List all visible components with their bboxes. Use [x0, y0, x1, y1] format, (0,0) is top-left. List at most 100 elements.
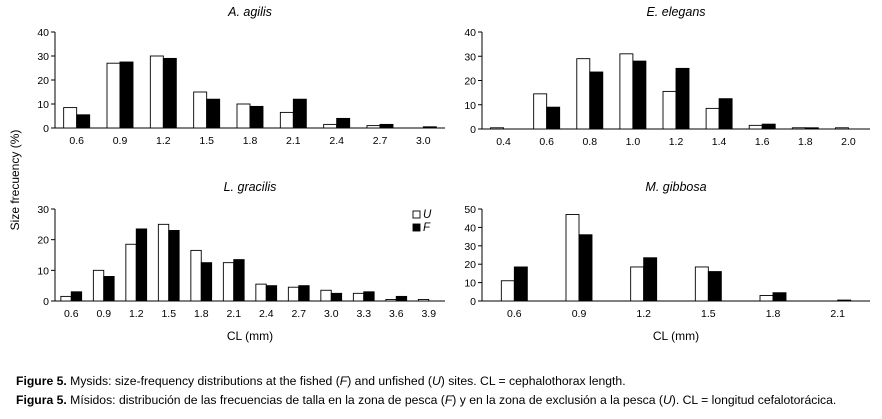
bar-u-2-4 [255, 283, 267, 302]
x-tick-label: 0.6 [69, 135, 84, 147]
bar-f-1-4 [718, 98, 733, 130]
bar-u-0-6 [60, 295, 72, 302]
x-tick-label: 2.4 [329, 135, 344, 147]
y-tick-label: 40 [37, 27, 49, 39]
bar-f-1-5 [707, 271, 722, 302]
chart-panel-4: M. gibbosa 0 10 20 30 40 50 0.6 0.9 1.2 1.5 1.8 2.1 C… [464, 180, 870, 343]
bar-u-1-8 [759, 295, 774, 302]
x-tick-label: 2.1 [830, 308, 845, 320]
caption-english-lead: Figure 5. [16, 374, 67, 388]
x-tick-label: 3.0 [416, 135, 431, 147]
caption-english-text-3: ) sites. CL = cephalothorax length. [440, 374, 626, 388]
y-tick-label: 20 [464, 76, 476, 88]
x-tick-label: 1.8 [766, 308, 781, 320]
bar-u-0-9 [92, 269, 105, 302]
bar-f-1-8 [772, 292, 787, 302]
bar-u-2-7 [287, 286, 300, 302]
bar-f-3-0 [330, 292, 343, 302]
x-tick-label: 1.4 [712, 136, 727, 148]
x-tick-label: 0.6 [507, 308, 522, 320]
bar-u-1-0 [619, 53, 634, 130]
caption-english-unfished: U [431, 374, 441, 388]
bar-u-1-2 [662, 90, 677, 130]
chart-title-l-gracilis: L. gracilis [224, 180, 277, 194]
bar-u-2-7 [366, 125, 381, 129]
chart-title-m-gibbosa: M. gibbosa [645, 180, 706, 194]
y-tick-label: 10 [464, 100, 476, 112]
bar-u-2-1 [222, 262, 235, 302]
bar-u-0-9 [106, 62, 121, 129]
x-tick-label: 2.1 [286, 135, 301, 147]
caption-spanish-pesca: F [444, 393, 453, 407]
bar-f-2-1 [837, 299, 852, 302]
bar-u-1-5 [157, 223, 170, 302]
bar-f-2-1 [292, 98, 307, 129]
bar-f-2-1 [233, 259, 245, 302]
chart-panel-3: L. gracilis 0 10 20 30 0.6 0.9 1.2 1.5 1.8 2.1 2.4 2… [37, 180, 445, 343]
legend-label-f: F [423, 222, 431, 234]
x-tick-label: 3.3 [356, 308, 371, 320]
bar-f-0-6 [76, 114, 91, 129]
y-tick-label: 10 [37, 265, 49, 277]
y-tick-label: 20 [464, 259, 476, 271]
caption-spanish-exclusion: U [662, 393, 672, 407]
bar-u-0-4 [490, 127, 505, 130]
chart-panel-2: E. elegans 0 10 20 30 40 0.4 0.6 0.8 1.0 1.2 1.4 1.6… [464, 5, 870, 148]
x-tick-label: 0.9 [572, 308, 587, 320]
bar-f-0-9 [578, 234, 593, 302]
bar-f-3-0 [422, 126, 437, 129]
y-tick-label: 20 [37, 75, 49, 87]
legend-label-u: U [423, 209, 432, 221]
bar-u-3-6 [385, 299, 397, 302]
x-tick-label: 2.0 [841, 136, 856, 148]
caption-spanish: Figura 5. Mísidos: distribución de las f… [16, 393, 836, 407]
bar-u-1-5 [193, 91, 208, 129]
bar-f-0-6 [70, 291, 83, 302]
bar-f-2-4 [265, 285, 278, 302]
bar-f-1-2 [162, 57, 177, 129]
bar-u-2-4 [323, 123, 338, 129]
chart-title-e-elegans: E. elegans [646, 5, 705, 19]
bar-f-0-9 [119, 61, 134, 129]
y-tick-label: 30 [37, 204, 49, 216]
x-tick-label: 3.9 [421, 308, 436, 320]
y-tick-label: 20 [37, 235, 49, 247]
bar-u-0-6 [500, 280, 515, 302]
x-tick-label: 2.1 [226, 308, 241, 320]
caption-english: Figure 5. Mysids: size-frequency distrib… [16, 374, 626, 388]
x-axis-label: CL (mm) [227, 329, 273, 343]
x-tick-label: 1.2 [156, 135, 171, 147]
y-tick-label: 10 [37, 99, 49, 111]
x-tick-label: 1.8 [194, 308, 209, 320]
bar-f-1-6 [761, 123, 776, 130]
bar-u-1-2 [149, 55, 164, 129]
bar-f-0-6 [513, 266, 528, 302]
bar-u-1-5 [694, 266, 709, 302]
bar-u-2-1 [279, 111, 294, 129]
legend-swatch-f [412, 223, 421, 232]
x-tick-label: 1.5 [199, 135, 214, 147]
x-tick-label: 1.8 [798, 136, 813, 148]
caption-spanish-lead: Figura 5. [16, 393, 67, 407]
x-tick-label: 1.8 [243, 135, 258, 147]
x-tick-label: 1.2 [636, 308, 651, 320]
bar-f-1-8 [249, 105, 264, 129]
caption-spanish-text-1: Mísidos: distribución de las frecuencias… [66, 393, 445, 407]
y-tick-label: 50 [464, 204, 476, 216]
x-tick-label: 1.5 [161, 308, 176, 320]
bar-u-1-8 [190, 249, 202, 302]
bar-f-3-3 [363, 291, 375, 302]
bar-f-3-6 [395, 295, 408, 302]
bar-f-1-2 [643, 257, 658, 302]
y-tick-label: 0 [470, 296, 476, 308]
bar-u-0-6 [63, 107, 78, 129]
y-tick-label: 0 [43, 296, 49, 308]
x-tick-label: 1.2 [129, 308, 144, 320]
bar-u-3-0 [320, 289, 332, 302]
bar-f-2-4 [336, 117, 351, 129]
y-axis-label: Size frecuency (%) [8, 130, 22, 231]
x-tick-label: 2.4 [259, 308, 274, 320]
bar-f-0-9 [103, 276, 115, 302]
size-frequency-figure: Size frecuency (%) A. agilis 0 10 20 30 40 0.6… [8, 5, 870, 343]
caption-english-text-2: ) and unfished ( [347, 374, 432, 388]
